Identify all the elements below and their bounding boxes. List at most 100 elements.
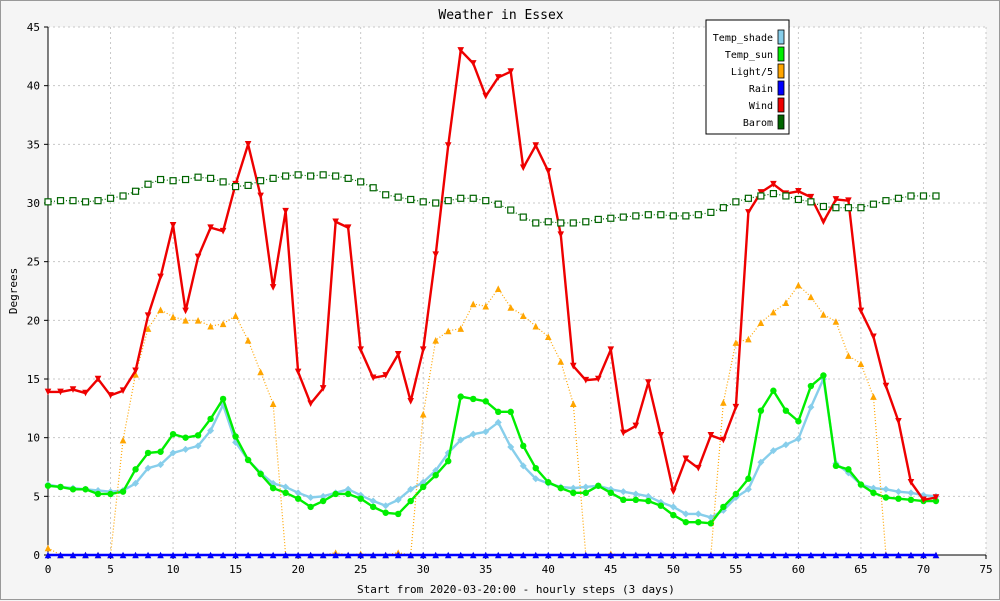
data-point <box>257 368 264 376</box>
data-point <box>344 551 352 559</box>
data-point <box>257 192 264 200</box>
data-point <box>407 497 414 505</box>
data-point <box>394 551 402 559</box>
data-point <box>182 317 189 324</box>
x-axis-title: Start from 2020-03-20:00 - hourly steps … <box>357 583 675 596</box>
data-point <box>544 551 552 559</box>
data-point <box>694 510 702 518</box>
data-point <box>569 551 577 559</box>
data-point <box>632 496 640 504</box>
data-point <box>757 458 765 466</box>
data-point <box>294 489 302 497</box>
data-point <box>382 551 389 559</box>
legend-label: Temp_shade <box>713 33 773 44</box>
data-point <box>782 407 790 414</box>
data-point <box>770 387 777 394</box>
data-point <box>207 224 214 231</box>
data-point <box>544 333 552 341</box>
data-point <box>307 494 315 502</box>
data-point <box>57 551 64 559</box>
data-point <box>157 273 164 281</box>
data-point <box>106 194 115 202</box>
x-tick-label: 5 <box>107 563 114 576</box>
data-point <box>857 551 865 559</box>
data-point <box>494 418 502 426</box>
data-point <box>482 398 489 405</box>
legend: Temp_shade Temp_sun Light/5 Rain Wind Barom <box>705 19 790 135</box>
data-point <box>732 198 740 206</box>
data-point <box>644 211 652 219</box>
data-point <box>832 318 840 325</box>
data-point <box>182 307 189 315</box>
data-point <box>720 399 727 406</box>
data-point <box>319 492 327 500</box>
data-point <box>319 497 327 505</box>
data-point <box>494 74 502 81</box>
data-point <box>244 181 252 189</box>
data-point <box>707 520 715 527</box>
data-point <box>44 551 52 559</box>
data-point <box>520 442 527 450</box>
data-point <box>394 193 402 201</box>
data-point <box>369 551 377 559</box>
data-point <box>107 392 114 399</box>
data-point <box>294 495 302 502</box>
data-point <box>532 551 540 559</box>
data-point <box>845 197 852 204</box>
data-point <box>519 462 527 470</box>
data-point <box>870 393 877 400</box>
data-point <box>582 218 590 226</box>
data-point <box>932 497 940 505</box>
data-point <box>407 397 414 405</box>
data-point <box>682 510 690 518</box>
data-point <box>532 142 540 149</box>
data-point <box>857 307 865 315</box>
data-point <box>469 300 477 308</box>
data-point <box>382 502 390 510</box>
data-point <box>332 551 339 559</box>
data-point <box>544 218 552 226</box>
data-point <box>557 358 565 365</box>
data-point <box>595 482 602 489</box>
data-point <box>732 403 740 411</box>
legend-swatch <box>777 63 785 79</box>
data-point <box>432 336 440 344</box>
data-point <box>819 202 828 211</box>
data-point <box>57 483 64 491</box>
data-point <box>569 484 577 492</box>
data-point <box>107 490 114 498</box>
data-point <box>582 483 590 491</box>
data-point <box>244 141 252 148</box>
data-point <box>532 322 540 330</box>
data-point <box>169 449 177 457</box>
x-tick-label: 30 <box>417 563 430 576</box>
y-tick-label: 15 <box>27 373 40 386</box>
data-point <box>657 502 665 509</box>
data-point <box>457 325 465 332</box>
legend-label: Light/5 <box>731 67 773 78</box>
data-point <box>357 551 364 559</box>
data-point <box>494 285 502 292</box>
data-point <box>107 551 114 559</box>
data-point <box>119 551 127 559</box>
x-tick-label: 35 <box>479 563 492 576</box>
data-point <box>457 47 465 54</box>
data-point <box>557 231 565 238</box>
data-point <box>645 551 652 559</box>
data-point <box>782 551 790 559</box>
data-point <box>807 198 815 206</box>
data-point <box>632 212 640 220</box>
data-point <box>857 360 865 368</box>
data-point <box>469 430 477 438</box>
data-point <box>94 551 102 559</box>
data-point <box>69 486 77 493</box>
data-point <box>807 293 815 301</box>
data-point <box>157 448 164 455</box>
data-point <box>357 346 364 353</box>
grid-lines <box>48 26 987 555</box>
data-point <box>131 187 140 195</box>
data-point <box>920 496 927 504</box>
data-point <box>569 219 577 227</box>
data-point <box>194 317 202 324</box>
data-point <box>94 490 102 498</box>
